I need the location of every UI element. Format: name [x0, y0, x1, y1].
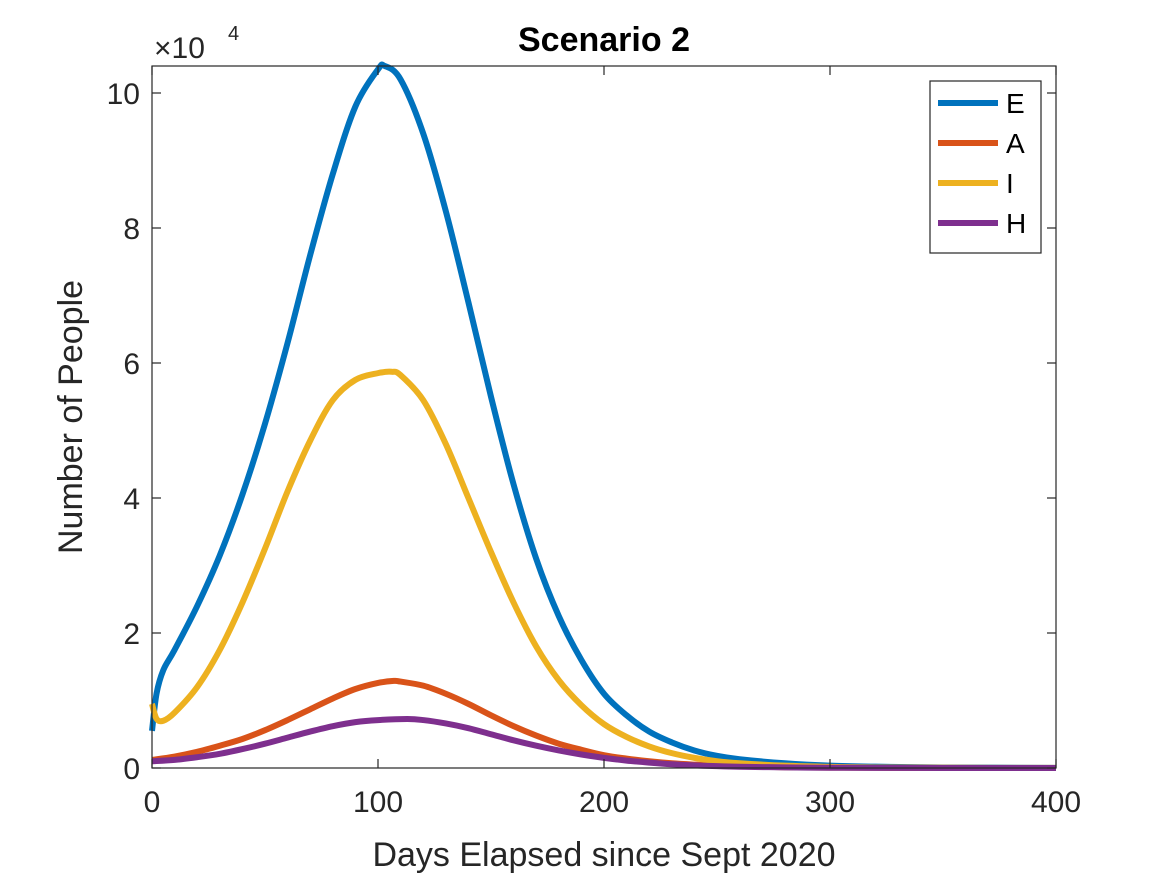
x-axis-label: Days Elapsed since Sept 2020	[372, 836, 835, 874]
x-axis-ticks: 0 100 200 300 400	[144, 66, 1081, 819]
y-multiplier-exponent: 4	[228, 23, 239, 45]
legend-label-h: H	[1006, 208, 1026, 239]
y-multiplier: ×10 4	[154, 23, 239, 65]
x-tick-label: 0	[144, 786, 161, 819]
legend-label-i: I	[1006, 168, 1014, 199]
x-tick-label: 400	[1031, 786, 1081, 819]
y-tick-label: 10	[107, 78, 140, 111]
series-line-h	[151, 716, 1057, 771]
legend-label-e: E	[1006, 88, 1025, 119]
y-tick-label: 8	[123, 213, 140, 246]
y-axis-label: Number of People	[52, 280, 90, 554]
series-line-i	[149, 368, 1057, 771]
x-tick-label: 300	[805, 786, 855, 819]
y-tick-label: 0	[123, 753, 140, 786]
y-axis-ticks: 0 2 4 6 8 10	[107, 78, 1056, 786]
chart-title: Scenario 2	[518, 21, 690, 59]
legend-label-a: A	[1006, 128, 1025, 159]
x-tick-label: 100	[353, 786, 403, 819]
series-lines	[149, 61, 1057, 771]
y-tick-label: 6	[123, 348, 140, 381]
series-line-e	[149, 61, 1057, 771]
x-tick-label: 200	[579, 786, 629, 819]
y-tick-label: 2	[123, 618, 140, 651]
y-tick-label: 4	[123, 483, 140, 516]
y-multiplier-base: ×10	[154, 32, 205, 65]
